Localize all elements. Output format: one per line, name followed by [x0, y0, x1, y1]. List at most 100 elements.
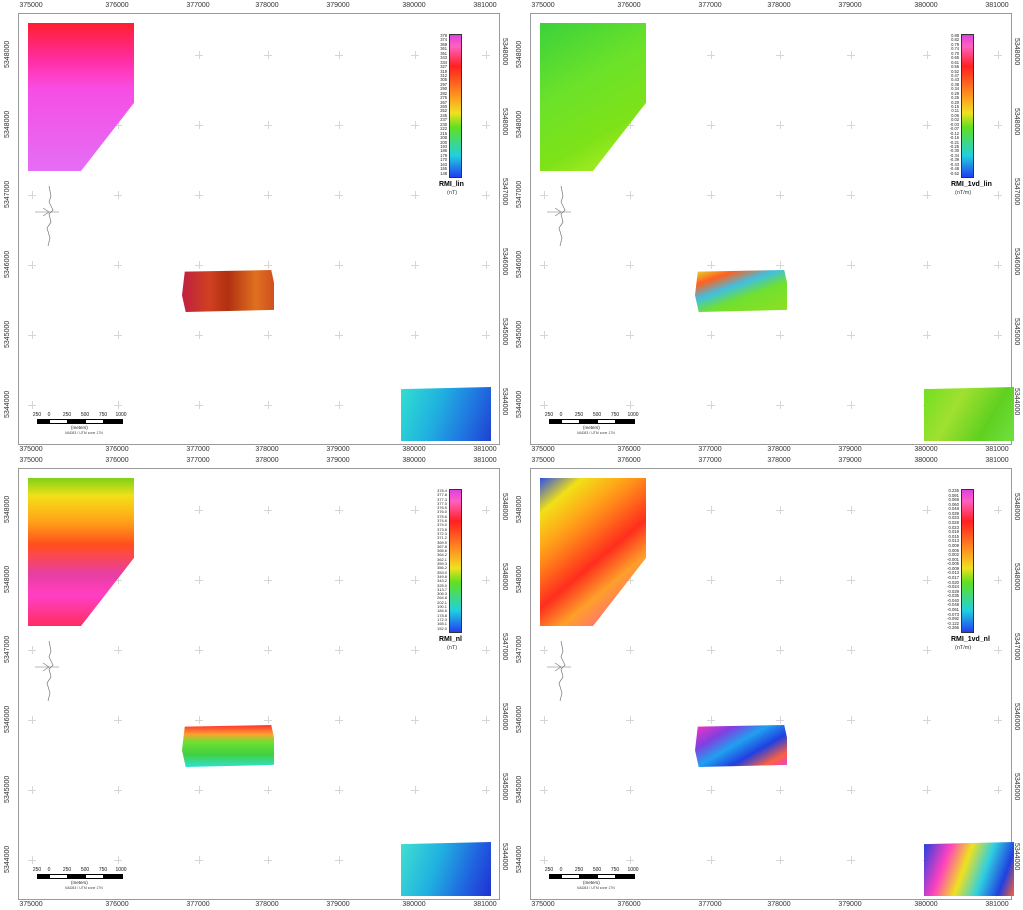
legend-value: 0.47 — [951, 72, 959, 78]
map-frame: 0.235 0.091 0.069 0.060 0.048 0.039 0.033 0.028… — [530, 468, 1014, 900]
grid-cross — [335, 121, 343, 129]
grid-cross — [626, 261, 634, 269]
grid-cross — [776, 191, 784, 199]
x-tick-label-bottom: 381000 — [985, 446, 1009, 453]
x-tick-label: 379000 — [326, 2, 350, 9]
legend-value: -0.07 — [949, 126, 959, 132]
grid-cross — [114, 401, 122, 409]
x-tick-label-bottom: 381000 — [985, 901, 1009, 908]
legend-value: 0.235 — [948, 488, 959, 493]
legend-value: -0.092 — [947, 616, 959, 622]
grid-cross — [776, 506, 784, 514]
x-tick-label: 381000 — [985, 2, 1009, 9]
legend-value: 0.015 — [948, 533, 959, 539]
survey-block-northwest — [540, 23, 646, 171]
legend-value: 0.65 — [951, 55, 959, 61]
grid-cross — [923, 51, 931, 59]
map-frame: 0.88 0.82 0.79 0.74 0.70 0.65 0.61 0.56 0.52 0.47… — [530, 13, 1014, 445]
x-tick-label: 375000 — [531, 2, 555, 9]
legend-value: 0.019 — [948, 529, 959, 535]
legend-value: 0.005 — [948, 547, 959, 553]
legend-value: -0.34 — [949, 152, 959, 158]
grid-cross — [114, 716, 122, 724]
grid-cross — [335, 506, 343, 514]
legend-value: 369.9 — [437, 539, 447, 545]
grid-cross — [411, 51, 419, 59]
legend-color-ramp — [449, 34, 462, 178]
grid-cross — [482, 576, 490, 584]
grid-cross — [847, 261, 855, 269]
legend-value: -0.009 — [947, 565, 959, 571]
grid-cross — [114, 191, 122, 199]
x-tick-label-bottom: 378000 — [255, 446, 279, 453]
grid-cross — [776, 51, 784, 59]
x-tick-label-bottom: 376000 — [617, 901, 641, 908]
x-tick-label-bottom: 375000 — [531, 901, 555, 908]
legend-value: 0.023 — [948, 524, 959, 530]
scale-segment — [49, 419, 69, 424]
scale-unit: (meters) — [583, 425, 600, 430]
survey-block-southeast — [924, 842, 1014, 896]
grid-cross — [411, 646, 419, 654]
survey-block-northwest — [28, 23, 134, 171]
grid-cross — [540, 401, 548, 409]
y-tick-label: 5344000 — [516, 845, 523, 873]
grid-cross — [626, 401, 634, 409]
grid-cross — [28, 856, 36, 864]
legend-value: 0.15 — [951, 104, 959, 109]
legend-value: -0.03 — [949, 121, 959, 127]
y-tick-label-right: 5346000 — [501, 703, 508, 731]
x-tick-label: 378000 — [767, 457, 791, 464]
legend-value: 267 — [440, 99, 447, 105]
grid-cross — [28, 261, 36, 269]
projection-note: NAD83 / UTM zone 17N — [65, 886, 103, 890]
grid-cross — [707, 856, 715, 864]
scale-unit: (meters) — [71, 425, 88, 430]
legend-value: 237 — [440, 117, 447, 123]
y-tick-label: 5344000 — [4, 845, 11, 873]
legend-value: 0.02 — [951, 117, 959, 123]
grid-cross — [264, 856, 272, 864]
x-tick-label: 379000 — [838, 457, 862, 464]
grid-cross — [540, 191, 548, 199]
legend-value: -0.16 — [949, 135, 959, 141]
grid-cross — [264, 331, 272, 339]
x-tick-label-bottom: 377000 — [698, 446, 722, 453]
scale-label: 750 — [98, 412, 108, 418]
y-tick-label: 5345000 — [4, 775, 11, 803]
legend-value: 0.039 — [948, 510, 959, 516]
x-tick-label: 376000 — [105, 457, 129, 464]
legend-title: RMI_1vd_nl — [951, 636, 990, 643]
y-tick-label: 5347000 — [516, 635, 523, 663]
legend-unit: (nT/m) — [955, 645, 972, 651]
legend-value: 215 — [440, 130, 447, 136]
legend-value: 374.0 — [437, 522, 447, 528]
survey-block-southeast — [924, 387, 1014, 441]
y-tick-label-right: 5345000 — [1013, 318, 1020, 346]
grid-cross — [707, 576, 715, 584]
legend-value: 378 — [440, 33, 447, 38]
scale-label: 250 — [32, 412, 42, 418]
grid-cross — [994, 51, 1002, 59]
grid-cross — [114, 576, 122, 584]
scale-label: 0 — [47, 412, 51, 418]
grid-cross — [114, 121, 122, 129]
legend-value: 0.70 — [951, 50, 959, 56]
legend-value: 184.6 — [437, 608, 447, 614]
legend-value: -0.013 — [947, 570, 959, 576]
legend-value: -0.020 — [947, 579, 959, 585]
y-tick-label-right: 5345000 — [501, 318, 508, 346]
legend-value: 0.82 — [951, 37, 959, 43]
grid-cross — [335, 51, 343, 59]
grid-cross — [195, 716, 203, 724]
grid-cross — [994, 121, 1002, 129]
grid-cross — [482, 331, 490, 339]
grid-cross — [776, 716, 784, 724]
grid-cross — [195, 121, 203, 129]
grid-cross — [847, 401, 855, 409]
legend-value: 0.20 — [951, 99, 959, 105]
legend-value: 0.091 — [948, 492, 959, 498]
y-tick-label-right: 5347000 — [1013, 178, 1020, 206]
y-tick-label: 5346000 — [516, 705, 523, 733]
y-tick-label: 5346000 — [4, 705, 11, 733]
